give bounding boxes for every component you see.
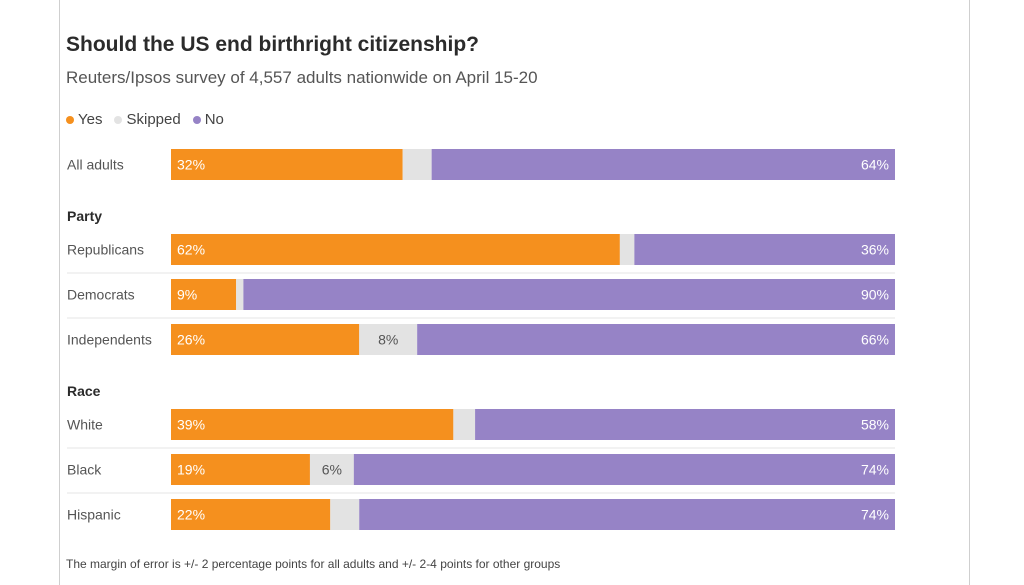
bar-black-no — [353, 454, 896, 485]
data-label-democrats-no: 90% — [861, 287, 889, 303]
row-label-white: White — [67, 417, 103, 433]
bar-hispanic-yes — [171, 499, 331, 530]
data-label-white-yes: 39% — [177, 417, 205, 433]
bar-independents-no — [417, 324, 895, 355]
row-label-republicans: Republicans — [67, 242, 144, 258]
bar-democrats-no — [243, 279, 895, 310]
legend-swatch-yes — [66, 115, 74, 124]
chart-title: Should the US end birthright citizenship… — [66, 33, 479, 56]
bar-all-adults-no — [431, 149, 895, 180]
row-label-democrats: Democrats — [67, 287, 135, 303]
bar-white-no — [475, 409, 895, 440]
data-label-white-no: 58% — [861, 417, 889, 433]
legend-item-no: No — [192, 111, 224, 128]
legend-item-yes: Yes — [66, 111, 102, 128]
data-label-black-no: 74% — [861, 462, 889, 478]
row-label-hispanic: Hispanic — [67, 507, 121, 523]
row-label-all-adults: All adults — [67, 157, 124, 173]
legend-item-skipped: Skipped — [114, 111, 181, 128]
data-label-all-adults-no: 64% — [861, 157, 889, 173]
data-label-black-skipped: 6% — [322, 462, 342, 478]
row-label-black: Black — [67, 462, 102, 478]
data-label-hispanic-no: 74% — [861, 507, 889, 523]
data-label-democrats-yes: 9% — [177, 287, 197, 303]
bar-independents-skipped — [359, 324, 418, 355]
bar-white-yes — [171, 409, 454, 440]
data-label-all-adults-yes: 32% — [177, 157, 205, 173]
bar-democrats-skipped — [236, 279, 244, 310]
legend-swatch-no — [192, 115, 201, 124]
legend-label-no: No — [204, 111, 224, 128]
data-label-republicans-yes: 62% — [177, 242, 205, 258]
bar-democrats-yes — [171, 279, 237, 310]
bar-independents-yes — [171, 324, 360, 355]
group-label-party: Party — [67, 208, 102, 224]
row-label-independents: Independents — [67, 332, 152, 348]
bar-black-yes — [171, 454, 310, 485]
legend-swatch-skipped — [114, 115, 123, 124]
legend-label-skipped: Skipped — [126, 111, 181, 128]
bar-white-skipped — [453, 409, 476, 440]
bar-hispanic-no — [359, 499, 895, 530]
bar-republicans-no — [634, 234, 895, 265]
chart-subtitle: Reuters/Ipsos survey of 4,557 adults nat… — [66, 68, 538, 87]
group-label-race: Race — [67, 383, 101, 399]
bar-republicans-yes — [171, 234, 620, 265]
data-label-independents-no: 66% — [861, 332, 889, 348]
data-label-hispanic-yes: 22% — [177, 507, 205, 523]
bar-black-skipped — [309, 454, 354, 485]
bar-republicans-skipped — [619, 234, 635, 265]
data-label-independents-yes: 26% — [177, 332, 205, 348]
footnote: The margin of error is +/- 2 percentage … — [66, 557, 561, 571]
chart-frame — [59, 0, 970, 585]
legend-label-yes: Yes — [78, 111, 103, 128]
bar-all-adults-skipped — [402, 149, 432, 180]
bar-all-adults-yes — [171, 149, 403, 180]
legend: Yes Skipped No — [66, 111, 224, 128]
bar-hispanic-skipped — [330, 499, 360, 530]
data-label-independents-skipped: 8% — [378, 332, 398, 348]
data-label-black-yes: 19% — [177, 462, 205, 478]
data-label-republicans-no: 36% — [861, 242, 889, 258]
